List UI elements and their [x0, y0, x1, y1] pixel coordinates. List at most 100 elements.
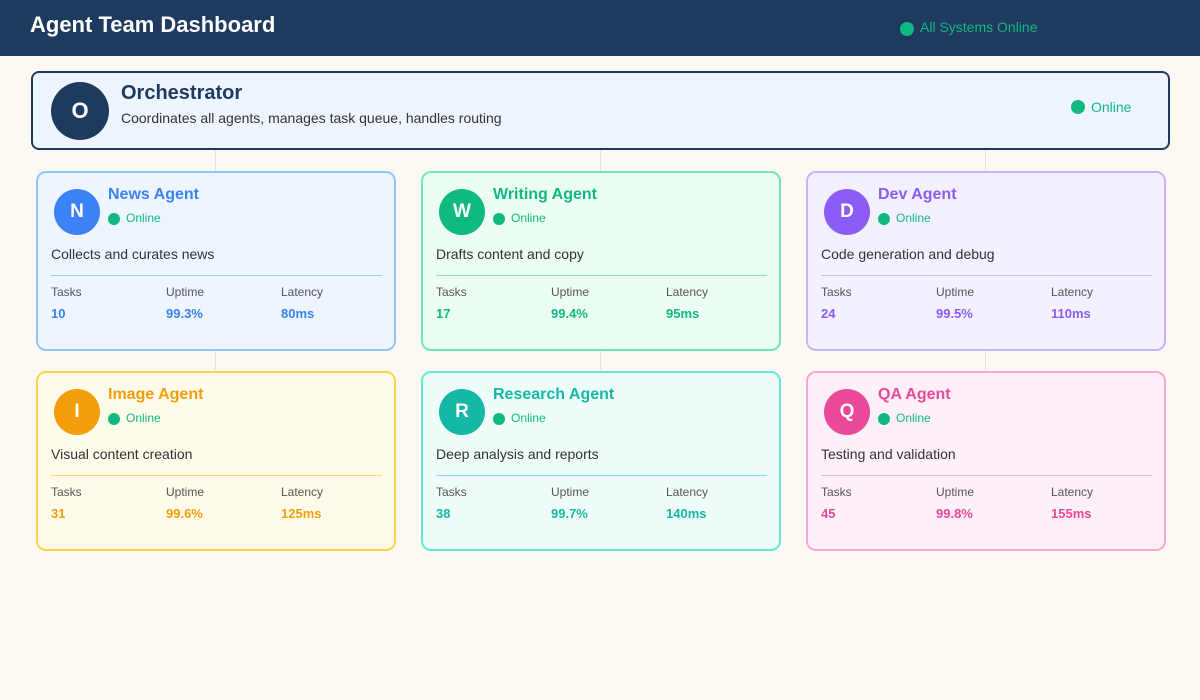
orchestrator-status: Online [1071, 99, 1131, 115]
uptime-value: 99.3% [166, 306, 203, 321]
online-status-icon [878, 213, 890, 225]
latency-label: Latency [281, 285, 324, 299]
latency-value: 155ms [1051, 506, 1092, 521]
agent-avatar: D [824, 189, 870, 235]
latency-label: Latency [1051, 285, 1094, 299]
tasks-stat: Tasks 10 [51, 285, 82, 321]
latency-stat: Latency 95ms [666, 285, 708, 321]
tasks-value: 17 [436, 306, 451, 321]
uptime-label: Uptime [166, 485, 205, 499]
tasks-value: 45 [821, 506, 836, 521]
divider [51, 475, 382, 476]
agent-avatar: W [439, 189, 485, 235]
latency-value: 95ms [666, 306, 700, 321]
latency-value: 110ms [1051, 306, 1091, 321]
agent-description: Deep analysis and reports [436, 446, 599, 462]
system-status-text: All Systems Online [920, 19, 1038, 35]
agent-status-text: Online [511, 411, 546, 425]
tasks-label: Tasks [436, 285, 467, 299]
agent-card[interactable]: W Writing Agent Online Drafts content and c… [421, 171, 781, 351]
online-status-icon [493, 213, 505, 225]
orchestrator-card[interactable]: O Orchestrator Coordinates all agents, m… [31, 71, 1170, 150]
tasks-stat: Tasks 38 [436, 485, 467, 521]
tasks-value: 31 [51, 506, 66, 521]
agent-description: Drafts content and copy [436, 246, 584, 262]
app-header: Agent Team Dashboard All Systems Online [0, 0, 1200, 56]
agent-status: Online [878, 411, 931, 425]
agent-name: News Agent [108, 186, 199, 203]
divider [821, 475, 1152, 476]
tasks-label: Tasks [51, 285, 82, 299]
tasks-stat: Tasks 31 [51, 485, 82, 521]
uptime-value: 99.7% [551, 506, 588, 521]
latency-stat: Latency 155ms [1051, 485, 1093, 521]
divider [51, 275, 382, 276]
agent-status-text: Online [126, 411, 161, 425]
uptime-stat: Uptime 99.7% [551, 485, 589, 521]
page-title: Agent Team Dashboard [30, 12, 276, 37]
online-status-icon [108, 213, 120, 225]
tasks-stat: Tasks 45 [821, 485, 852, 521]
agent-status: Online [878, 211, 931, 225]
tasks-value: 38 [436, 506, 451, 521]
latency-stat: Latency 125ms [281, 485, 323, 521]
tasks-value: 10 [51, 306, 66, 321]
uptime-label: Uptime [551, 285, 590, 299]
orchestrator-avatar: O [51, 82, 109, 140]
latency-label: Latency [666, 285, 709, 299]
agent-status-text: Online [896, 211, 931, 225]
agent-card[interactable]: I Image Agent Online Visual content creatio… [36, 371, 396, 551]
agent-status-text: Online [511, 211, 546, 225]
orchestrator-name: Orchestrator [121, 82, 243, 104]
agent-avatar: I [54, 389, 100, 435]
online-status-icon [108, 413, 120, 425]
agent-name: Image Agent [108, 386, 204, 403]
uptime-stat: Uptime 99.8% [936, 485, 974, 521]
orchestrator-status-text: Online [1091, 99, 1132, 115]
agent-card[interactable]: Q QA Agent Online Testing and validation Tas… [806, 371, 1166, 551]
orchestrator-description: Coordinates all agents, manages task que… [121, 110, 502, 126]
latency-value: 80ms [281, 306, 315, 321]
uptime-value: 99.5% [936, 306, 973, 321]
agent-status-text: Online [896, 411, 931, 425]
agent-status: Online [493, 411, 546, 425]
latency-stat: Latency 140ms [666, 485, 708, 521]
agent-name: Writing Agent [493, 186, 597, 203]
uptime-stat: Uptime 99.3% [166, 285, 204, 321]
agent-description: Visual content creation [51, 446, 193, 462]
divider [436, 475, 767, 476]
uptime-value: 99.8% [936, 506, 973, 521]
agent-card[interactable]: D Dev Agent Online Code generation and debu… [806, 171, 1166, 351]
agent-description: Collects and curates news [51, 246, 215, 262]
tasks-label: Tasks [436, 485, 467, 499]
uptime-label: Uptime [551, 485, 590, 499]
agent-card[interactable]: N News Agent Online Collects and curates ne… [36, 171, 396, 351]
divider [821, 275, 1152, 276]
agent-avatar: N [54, 189, 100, 235]
tasks-value: 24 [821, 306, 836, 321]
online-status-icon [493, 413, 505, 425]
online-status-icon [900, 22, 914, 36]
tasks-label: Tasks [51, 485, 82, 499]
agent-name: Dev Agent [878, 186, 957, 203]
latency-label: Latency [666, 485, 709, 499]
agent-status: Online [493, 211, 546, 225]
agent-avatar: Q [824, 389, 870, 435]
agent-name: QA Agent [878, 386, 951, 403]
agent-avatar: R [439, 389, 485, 435]
uptime-value: 99.6% [166, 506, 203, 521]
online-status-icon [1071, 100, 1085, 114]
agent-description: Code generation and debug [821, 246, 995, 262]
latency-stat: Latency 80ms [281, 285, 323, 321]
uptime-stat: Uptime 99.4% [551, 285, 589, 321]
latency-stat: Latency 110ms [1051, 285, 1093, 321]
online-status-icon [878, 413, 890, 425]
uptime-label: Uptime [166, 285, 205, 299]
agent-status: Online [108, 211, 161, 225]
uptime-stat: Uptime 99.6% [166, 485, 204, 521]
uptime-label: Uptime [936, 285, 975, 299]
latency-label: Latency [1051, 485, 1094, 499]
agent-name: Research Agent [493, 386, 615, 403]
agent-card[interactable]: R Research Agent Online Deep analysis and r… [421, 371, 781, 551]
latency-value: 140ms [666, 506, 707, 521]
